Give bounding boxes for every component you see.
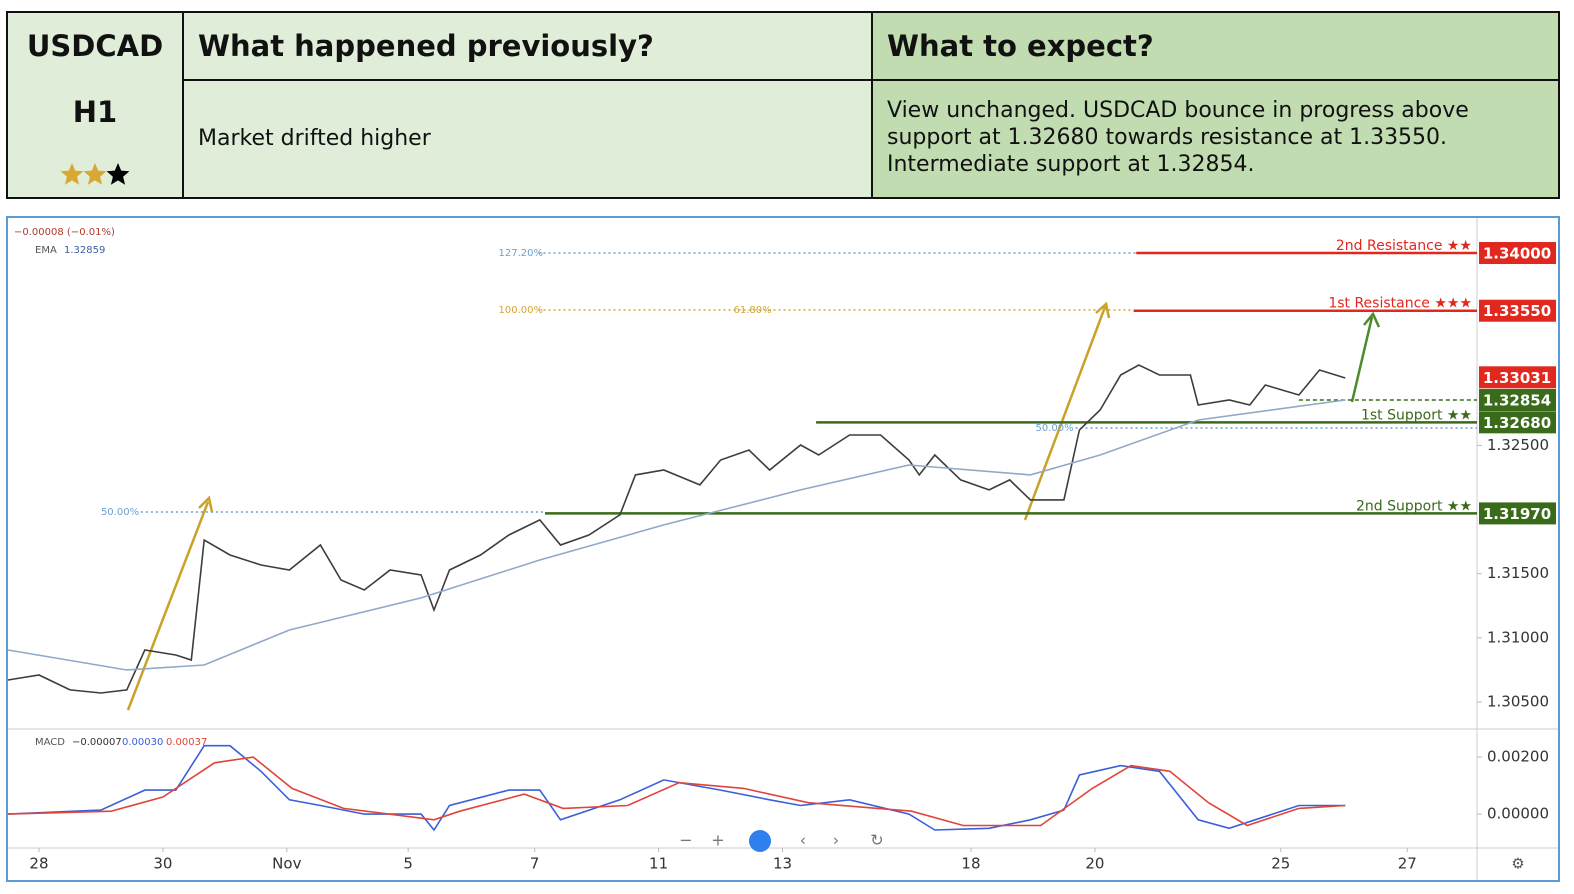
expect-title: What to expect? (887, 29, 1154, 63)
y-tick-label: 0.00200 (1487, 748, 1549, 766)
arrowhead (198, 495, 214, 513)
legend-name: EMA (35, 245, 57, 256)
level-box (1479, 299, 1556, 322)
reset-button[interactable] (749, 830, 771, 852)
legend-value: 0.00037 (166, 737, 207, 748)
level-label: 1.34000 (1483, 245, 1551, 263)
level-label: 1.32854 (1483, 392, 1551, 410)
scroll-left[interactable]: ‹ (800, 831, 806, 850)
x-tick-label: 30 (153, 855, 172, 873)
y-tick-label: 1.30500 (1487, 692, 1549, 710)
y-tick-label: 0.00000 (1487, 805, 1549, 823)
previous-text: Market drifted higher (198, 126, 431, 151)
level-name: 2nd Resistance ★★ (1336, 238, 1472, 254)
y-tick-label: 1.31500 (1487, 564, 1549, 582)
level-box (1479, 242, 1556, 265)
previous-title: What happened previously? (198, 29, 654, 63)
level-name: 2nd Support ★★ (1356, 498, 1472, 514)
level-label: 1.32680 (1483, 414, 1551, 432)
y-tick-label: 1.32500 (1487, 436, 1549, 454)
level-box (1479, 502, 1556, 525)
change: −0.00008 (−0.01%) (14, 227, 115, 238)
body-cell: Market drifted higher (184, 81, 873, 197)
symbol-cell: USDCAD H1 (8, 13, 184, 197)
refresh[interactable]: ↻ (870, 831, 883, 850)
rating (60, 163, 130, 185)
fib-label: 127.20% (499, 248, 543, 259)
fib-label: 61.80% (733, 305, 771, 316)
x-tick-label: 18 (961, 855, 980, 873)
level-label: 1.33031 (1483, 369, 1551, 387)
star (83, 163, 107, 185)
expect-text: View unchanged. USDCAD bounce in progres… (887, 98, 1469, 177)
scroll-right[interactable]: › (833, 831, 839, 850)
arrowhead (1363, 311, 1381, 328)
x-tick-label: Nov (272, 855, 301, 873)
level-name: 1st Resistance ★★★ (1328, 296, 1472, 312)
x-tick-label: 13 (773, 855, 792, 873)
level-box (1479, 389, 1556, 412)
x-tick-label: 7 (530, 855, 540, 873)
arrow (1023, 306, 1107, 521)
x-tick-label: 25 (1271, 855, 1290, 873)
arrow (126, 501, 210, 711)
timeframe: H1 (72, 95, 118, 129)
level-name: 1st Support ★★ (1361, 407, 1472, 423)
level-label: 1.31970 (1483, 505, 1551, 523)
series-line (7, 756, 1346, 827)
star (60, 163, 84, 185)
x-tick-label: 20 (1085, 855, 1104, 873)
settings[interactable]: ⚙ (1511, 855, 1524, 873)
legend-value: 1.32859 (64, 245, 105, 256)
level-label: 1.33550 (1483, 302, 1551, 320)
series-line (7, 744, 1346, 832)
fib-label: 50.00% (1036, 423, 1074, 434)
level-box (1479, 411, 1556, 434)
series-line (7, 399, 1346, 671)
arrow (1350, 316, 1374, 403)
body-cell: View unchanged. USDCAD bounce in progres… (873, 81, 1558, 197)
header-cell: What to expect? (873, 13, 1558, 81)
star (106, 163, 130, 185)
legend-value: −0.00007 (72, 737, 122, 748)
x-tick-label: 11 (649, 855, 668, 873)
x-tick-label: 28 (29, 855, 48, 873)
legend-value: 0.00030 (122, 737, 163, 748)
symbol: USDCAD (26, 29, 164, 63)
y-tick-label: 1.31000 (1487, 628, 1549, 646)
fib-label: 100.00% (499, 305, 543, 316)
series-line (7, 364, 1346, 694)
zoom-in[interactable]: + (711, 831, 724, 850)
zoom-out[interactable]: − (679, 831, 692, 850)
arrows (126, 301, 1381, 711)
level-box (1479, 366, 1556, 389)
x-tick-label: 27 (1398, 855, 1417, 873)
chart-frame (6, 216, 1560, 882)
x-tick-label: 5 (403, 855, 413, 873)
toolbar[interactable]: − + ‹ › ↻ ⚙ (679, 830, 1525, 873)
fib-label: 50.00% (101, 507, 139, 518)
summary-table: USDCAD H1 What happened previously? Mark… (6, 11, 1560, 199)
legend-name: MACD (35, 737, 65, 748)
header-cell: What happened previously? (184, 13, 873, 81)
